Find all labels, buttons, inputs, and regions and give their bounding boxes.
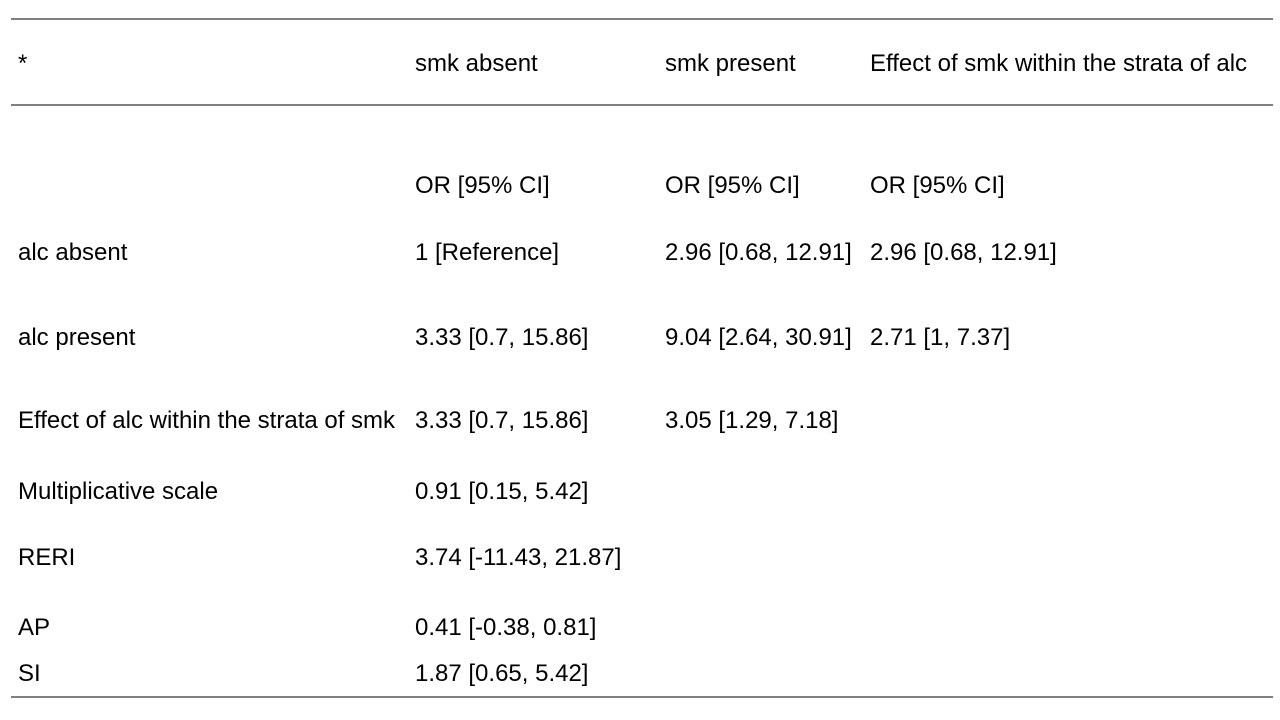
header-cell-effect-of-smk: Effect of smk within the strata of alc — [870, 50, 1248, 77]
cell-value: 9.04 [2.64, 30.91] — [665, 324, 852, 351]
cell-value: 3.33 [0.7, 15.86] — [415, 324, 589, 351]
header-separator-rule — [11, 104, 1273, 106]
table-row-si: SI 1.87 [0.65, 5.42] — [18, 657, 1273, 691]
cell-value: 2.71 [1, 7.37] — [870, 324, 1011, 351]
row-label: AP — [18, 614, 51, 641]
row-label: Effect of alc within the strata of smk — [18, 407, 396, 434]
cell-value: 3.33 [0.7, 15.86] — [415, 407, 589, 434]
table-row-measure-header: OR [95% CI] OR [95% CI] OR [95% CI] — [18, 169, 1273, 203]
table-row-multiplicative-scale: Multiplicative scale 0.91 [0.15, 5.42] — [18, 475, 1273, 509]
cell-or-ci: OR [95% CI] — [665, 172, 800, 199]
row-label: alc absent — [18, 239, 128, 266]
cell-value: 2.96 [0.68, 12.91] — [665, 239, 852, 266]
header-cell-footnote-marker: * — [18, 50, 28, 77]
cell-value: 3.05 [1.29, 7.18] — [665, 407, 839, 434]
row-label: alc present — [18, 324, 136, 351]
cell-or-ci: OR [95% CI] — [870, 172, 1005, 199]
row-label: Multiplicative scale — [18, 478, 219, 505]
row-label: SI — [18, 660, 41, 687]
row-label: RERI — [18, 544, 76, 571]
cell-value: 2.96 [0.68, 12.91] — [870, 239, 1057, 266]
cell-value: 3.74 [-11.43, 21.87] — [415, 544, 622, 571]
table-row-ap: AP 0.41 [-0.38, 0.81] — [18, 611, 1273, 645]
header-cell-smk-absent: smk absent — [415, 50, 538, 77]
cell-value: 0.91 [0.15, 5.42] — [415, 478, 589, 505]
interaction-results-table: * smk absent smk present Effect of smk w… — [11, 18, 1273, 698]
cell-value: 1 [Reference] — [415, 239, 560, 266]
table-row-alc-present: alc present 3.33 [0.7, 15.86] 9.04 [2.64… — [18, 321, 1273, 355]
cell-value: 1.87 [0.65, 5.42] — [415, 660, 589, 687]
table-row-effect-of-alc: Effect of alc within the strata of smk 3… — [18, 404, 1273, 438]
table-row-alc-absent: alc absent 1 [Reference] 2.96 [0.68, 12.… — [18, 236, 1273, 270]
header-cell-smk-present: smk present — [665, 50, 796, 77]
cell-value: 0.41 [-0.38, 0.81] — [415, 614, 597, 641]
table-row-reri: RERI 3.74 [-11.43, 21.87] — [18, 541, 1273, 575]
table-header-row: * smk absent smk present Effect of smk w… — [18, 47, 1273, 81]
cell-or-ci: OR [95% CI] — [415, 172, 550, 199]
